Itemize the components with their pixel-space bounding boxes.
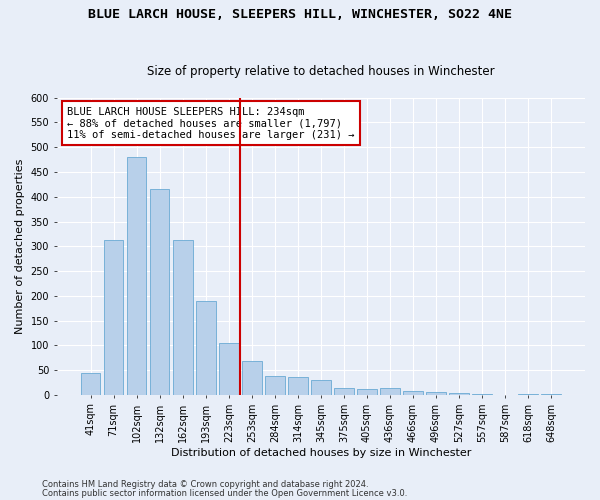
Bar xyxy=(150,190,169,395)
Bar xyxy=(449,394,469,395)
Bar xyxy=(242,361,262,395)
Text: BLUE LARCH HOUSE SLEEPERS HILL: 234sqm
← 88% of detached houses are smaller (1,7: BLUE LARCH HOUSE SLEEPERS HILL: 234sqm ←… xyxy=(67,106,355,140)
Bar xyxy=(196,300,215,395)
Bar xyxy=(334,388,354,395)
Bar xyxy=(219,344,239,395)
X-axis label: Distribution of detached houses by size in Winchester: Distribution of detached houses by size … xyxy=(171,448,471,458)
Bar xyxy=(311,380,331,395)
Bar xyxy=(403,392,423,395)
Bar xyxy=(357,390,377,395)
Bar xyxy=(265,376,284,395)
Bar xyxy=(173,240,193,395)
Bar xyxy=(426,392,446,395)
Text: BLUE LARCH HOUSE, SLEEPERS HILL, WINCHESTER, SO22 4NE: BLUE LARCH HOUSE, SLEEPERS HILL, WINCHES… xyxy=(88,8,512,20)
Bar xyxy=(380,388,400,395)
Text: Contains HM Land Registry data © Crown copyright and database right 2024.: Contains HM Land Registry data © Crown c… xyxy=(42,480,368,489)
Bar xyxy=(518,394,538,395)
Bar xyxy=(127,157,146,395)
Bar xyxy=(288,378,308,395)
Bar xyxy=(81,372,100,395)
Bar xyxy=(104,240,124,395)
Title: Size of property relative to detached houses in Winchester: Size of property relative to detached ho… xyxy=(147,66,495,78)
Text: Contains public sector information licensed under the Open Government Licence v3: Contains public sector information licen… xyxy=(42,488,407,498)
Y-axis label: Number of detached properties: Number of detached properties xyxy=(15,158,25,334)
